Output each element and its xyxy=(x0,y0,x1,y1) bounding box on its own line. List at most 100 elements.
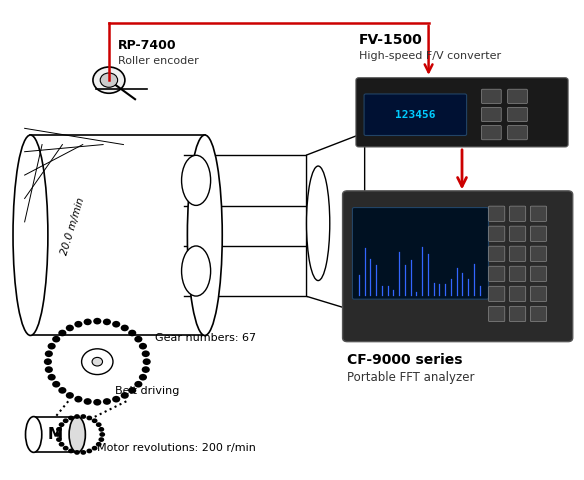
Text: RP-7400: RP-7400 xyxy=(117,39,176,52)
Circle shape xyxy=(84,398,92,405)
Circle shape xyxy=(112,321,120,327)
Circle shape xyxy=(99,437,104,442)
Circle shape xyxy=(103,319,111,325)
Circle shape xyxy=(58,422,64,427)
Ellipse shape xyxy=(26,417,42,452)
FancyBboxPatch shape xyxy=(488,266,505,281)
Circle shape xyxy=(134,336,142,343)
Circle shape xyxy=(55,432,61,437)
Polygon shape xyxy=(307,132,364,314)
Circle shape xyxy=(142,359,151,365)
FancyBboxPatch shape xyxy=(507,125,527,140)
FancyBboxPatch shape xyxy=(509,306,526,322)
Circle shape xyxy=(103,398,111,405)
Text: Belt driving: Belt driving xyxy=(114,385,179,396)
Circle shape xyxy=(92,419,98,423)
Circle shape xyxy=(86,416,92,420)
Circle shape xyxy=(66,324,74,331)
Circle shape xyxy=(68,449,74,453)
FancyBboxPatch shape xyxy=(530,226,547,241)
FancyBboxPatch shape xyxy=(481,89,501,104)
Circle shape xyxy=(86,449,92,453)
Circle shape xyxy=(82,349,113,374)
FancyBboxPatch shape xyxy=(509,266,526,281)
Circle shape xyxy=(139,343,147,349)
FancyBboxPatch shape xyxy=(481,108,501,121)
FancyBboxPatch shape xyxy=(509,286,526,301)
FancyBboxPatch shape xyxy=(530,266,547,281)
FancyBboxPatch shape xyxy=(507,108,527,121)
Text: Portable FFT analyzer: Portable FFT analyzer xyxy=(347,371,475,384)
Text: Motor revolutions: 200 r/min: Motor revolutions: 200 r/min xyxy=(98,443,256,453)
Circle shape xyxy=(52,336,60,343)
Circle shape xyxy=(128,387,136,394)
Circle shape xyxy=(93,399,102,406)
Text: Gear numbers: 67: Gear numbers: 67 xyxy=(155,333,256,343)
Circle shape xyxy=(142,350,150,357)
Circle shape xyxy=(81,450,86,455)
Circle shape xyxy=(139,374,147,381)
Circle shape xyxy=(47,343,55,349)
FancyBboxPatch shape xyxy=(530,246,547,262)
Circle shape xyxy=(44,359,52,365)
Circle shape xyxy=(142,366,150,373)
FancyBboxPatch shape xyxy=(343,191,573,342)
Circle shape xyxy=(92,358,103,366)
FancyBboxPatch shape xyxy=(509,206,526,221)
FancyBboxPatch shape xyxy=(481,125,501,140)
Circle shape xyxy=(100,73,117,87)
Circle shape xyxy=(45,350,53,357)
FancyBboxPatch shape xyxy=(530,206,547,221)
Circle shape xyxy=(99,432,105,437)
Circle shape xyxy=(81,414,86,419)
Ellipse shape xyxy=(182,156,211,205)
Ellipse shape xyxy=(187,135,223,336)
Circle shape xyxy=(92,446,98,451)
FancyBboxPatch shape xyxy=(488,306,505,322)
Circle shape xyxy=(134,381,142,387)
Circle shape xyxy=(74,414,80,419)
FancyBboxPatch shape xyxy=(353,207,488,299)
Text: CF-9000 series: CF-9000 series xyxy=(347,353,463,367)
Text: Roller encoder: Roller encoder xyxy=(117,56,199,66)
Circle shape xyxy=(58,330,67,336)
Circle shape xyxy=(62,419,68,423)
FancyBboxPatch shape xyxy=(488,246,505,262)
Circle shape xyxy=(56,437,62,442)
Circle shape xyxy=(121,392,129,399)
Text: 123456: 123456 xyxy=(395,110,436,120)
Text: FV-1500: FV-1500 xyxy=(359,33,423,48)
Circle shape xyxy=(66,392,74,399)
Ellipse shape xyxy=(93,67,125,93)
Circle shape xyxy=(121,324,129,331)
Ellipse shape xyxy=(69,417,85,452)
FancyBboxPatch shape xyxy=(488,206,505,221)
FancyBboxPatch shape xyxy=(488,286,505,301)
Ellipse shape xyxy=(307,166,330,281)
FancyBboxPatch shape xyxy=(530,286,547,301)
Circle shape xyxy=(93,318,102,324)
FancyBboxPatch shape xyxy=(30,135,205,336)
Circle shape xyxy=(84,319,92,325)
Circle shape xyxy=(52,381,60,387)
Text: M: M xyxy=(48,427,63,442)
FancyBboxPatch shape xyxy=(530,306,547,322)
Circle shape xyxy=(45,366,53,373)
Circle shape xyxy=(62,446,68,451)
FancyBboxPatch shape xyxy=(507,89,527,104)
FancyBboxPatch shape xyxy=(364,94,467,135)
Circle shape xyxy=(74,321,82,327)
Circle shape xyxy=(74,396,82,403)
Text: 20.0 m/min: 20.0 m/min xyxy=(60,196,86,256)
FancyBboxPatch shape xyxy=(509,246,526,262)
Circle shape xyxy=(58,442,64,447)
Circle shape xyxy=(112,396,120,403)
Circle shape xyxy=(96,442,102,447)
FancyBboxPatch shape xyxy=(509,226,526,241)
Circle shape xyxy=(56,427,62,432)
Ellipse shape xyxy=(182,246,211,296)
Circle shape xyxy=(68,416,74,420)
FancyBboxPatch shape xyxy=(34,417,77,452)
Text: High-speed F/V converter: High-speed F/V converter xyxy=(359,51,501,60)
FancyBboxPatch shape xyxy=(356,78,568,147)
